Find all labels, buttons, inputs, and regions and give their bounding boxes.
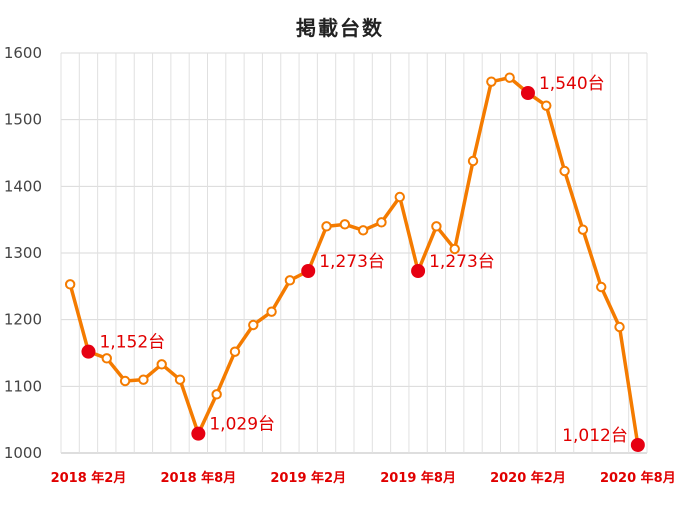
data-point xyxy=(284,275,296,286)
x-tick-label: 2018 年8月 xyxy=(160,470,236,486)
data-point xyxy=(174,374,186,385)
highlight-point xyxy=(630,438,645,452)
y-tick-label: 1400 xyxy=(4,177,42,195)
x-tick-label: 2020 年2月 xyxy=(490,470,566,486)
x-axis: 2018 年2月 2018 年8月 2019 年2月 2019 年8月 2020 年2月… xyxy=(51,470,676,486)
data-point xyxy=(467,155,479,167)
data-point xyxy=(248,319,259,331)
data-point xyxy=(156,359,167,370)
data-point xyxy=(394,191,405,203)
data-point xyxy=(577,224,589,235)
data-label: 1,273台 xyxy=(429,252,495,272)
x-tick-label: 2019 年8月 xyxy=(380,470,456,486)
data-point xyxy=(357,225,369,236)
data-point xyxy=(596,281,607,293)
series-layer xyxy=(64,72,645,452)
highlight-point xyxy=(191,426,206,441)
data-point xyxy=(266,306,277,317)
chart-title: 掲載台数 xyxy=(296,16,384,40)
data-point xyxy=(101,353,112,364)
y-tick-label: 1200 xyxy=(4,311,42,329)
y-tick-label: 1300 xyxy=(4,244,42,262)
highlight-point xyxy=(520,86,535,100)
y-tick-label: 1000 xyxy=(4,444,42,462)
data-point xyxy=(431,221,442,232)
data-label: 1,540台 xyxy=(539,74,605,94)
data-label: 1,012台 xyxy=(562,426,628,446)
data-point xyxy=(486,76,497,87)
y-tick-label: 1100 xyxy=(4,377,42,395)
data-point xyxy=(138,374,149,385)
data-label: 1,029台 xyxy=(209,415,275,435)
data-point xyxy=(211,389,222,400)
data-point xyxy=(504,72,515,83)
y-tick-label: 1600 xyxy=(4,44,42,62)
data-labels: 1,152台 1,029台 1,273台 1,273台 1,540台 1,012台 xyxy=(99,74,627,446)
x-tick-label: 2020 年8月 xyxy=(600,470,676,486)
data-point xyxy=(64,279,76,290)
data-point xyxy=(119,375,131,387)
data-point xyxy=(541,100,552,111)
data-point xyxy=(376,217,387,228)
data-point xyxy=(339,219,351,230)
data-label: 1,152台 xyxy=(99,333,165,353)
data-point xyxy=(229,346,241,357)
y-tick-label: 1500 xyxy=(4,111,42,129)
data-label: 1,273台 xyxy=(319,252,385,272)
highlight-point xyxy=(301,264,316,278)
y-axis: 1000 1100 1200 1300 1400 1500 1600 xyxy=(4,44,42,462)
data-point xyxy=(614,321,625,333)
data-point xyxy=(559,165,570,177)
highlight-point xyxy=(81,344,96,359)
x-tick-label: 2019 年2月 xyxy=(270,470,346,486)
x-tick-label: 2018 年2月 xyxy=(51,470,127,486)
data-point xyxy=(449,243,460,255)
highlight-point xyxy=(411,264,426,278)
data-point xyxy=(321,221,332,232)
